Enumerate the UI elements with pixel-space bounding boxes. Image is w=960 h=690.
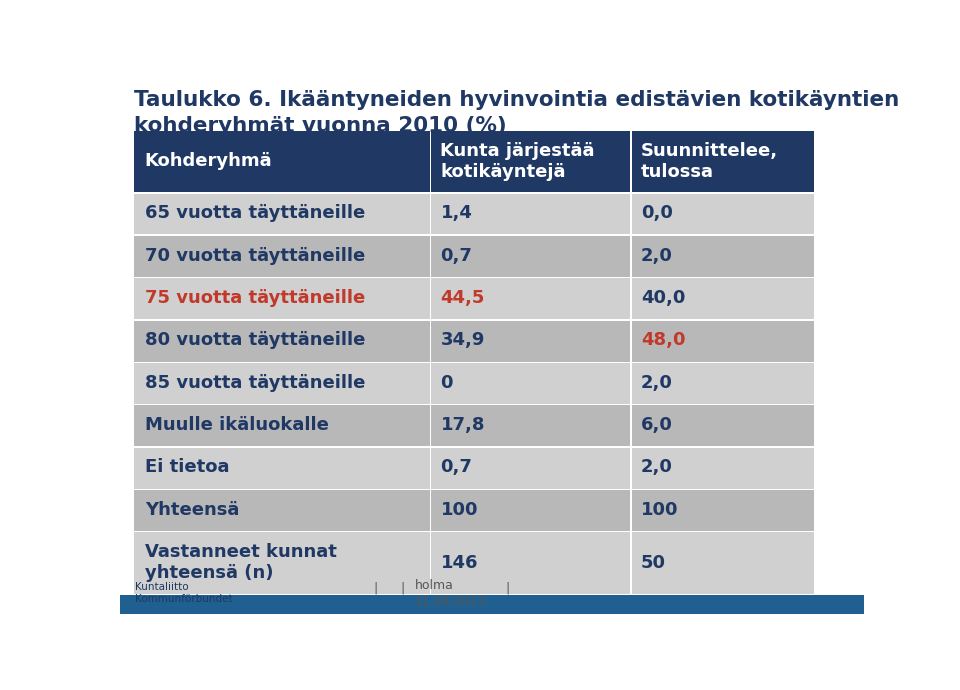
Text: 40,0: 40,0	[641, 289, 685, 307]
Bar	[630, 446, 814, 489]
Text: 6,0: 6,0	[641, 416, 673, 434]
Bar	[430, 319, 630, 362]
Bar	[630, 362, 814, 404]
Bar	[430, 130, 630, 192]
Text: 2,0: 2,0	[641, 458, 673, 476]
Bar	[134, 531, 430, 594]
Bar	[134, 235, 814, 236]
Bar	[134, 489, 430, 531]
Text: 0: 0	[441, 374, 453, 392]
Text: 146: 146	[441, 553, 478, 571]
Bar	[430, 192, 630, 235]
Bar	[630, 531, 814, 594]
Text: Kuntaliitto
Kommunförbundet: Kuntaliitto Kommunförbundet	[135, 582, 233, 604]
Text: 34,9: 34,9	[441, 331, 485, 349]
Text: Yhteensä: Yhteensä	[145, 501, 239, 519]
Bar	[134, 277, 430, 319]
Bar	[120, 595, 864, 614]
Bar	[134, 404, 430, 446]
Bar	[630, 192, 814, 235]
Bar	[134, 446, 814, 448]
Bar	[134, 362, 814, 363]
Bar	[630, 130, 814, 192]
Text: 50: 50	[641, 553, 666, 571]
Text: 2,0: 2,0	[641, 246, 673, 265]
Bar	[430, 362, 630, 404]
Text: holma
11.09.2013: holma 11.09.2013	[415, 580, 486, 609]
Text: Suunnittelee,
tulossa: Suunnittelee, tulossa	[641, 141, 779, 181]
Text: 44,5: 44,5	[441, 289, 485, 307]
Bar	[134, 192, 814, 194]
Text: Kunta järjestää
kotikäyntejä: Kunta järjestää kotikäyntejä	[441, 141, 595, 181]
Text: 65 vuotta täyttäneille: 65 vuotta täyttäneille	[145, 204, 365, 222]
Text: 17,8: 17,8	[441, 416, 485, 434]
Text: 85 vuotta täyttäneille: 85 vuotta täyttäneille	[145, 374, 365, 392]
Text: |: |	[373, 582, 378, 595]
Bar	[134, 489, 814, 490]
Bar	[134, 319, 814, 321]
Bar	[134, 130, 430, 192]
Text: 0,0: 0,0	[641, 204, 673, 222]
Text: Muulle ikäluokalle: Muulle ikäluokalle	[145, 416, 328, 434]
Text: 70 vuotta täyttäneille: 70 vuotta täyttäneille	[145, 246, 365, 265]
Text: 80 vuotta täyttäneille: 80 vuotta täyttäneille	[145, 331, 365, 349]
Bar	[134, 235, 430, 277]
Bar	[430, 446, 630, 489]
Text: 0,7: 0,7	[441, 246, 472, 265]
Text: 1,4: 1,4	[441, 204, 472, 222]
Text: 100: 100	[441, 501, 478, 519]
Text: 48,0: 48,0	[641, 331, 685, 349]
Bar	[630, 319, 814, 362]
Bar	[430, 235, 630, 277]
Bar	[630, 235, 814, 277]
Bar	[134, 531, 814, 533]
Text: 75 vuotta täyttäneille: 75 vuotta täyttäneille	[145, 289, 365, 307]
Text: 0,7: 0,7	[441, 458, 472, 476]
Bar	[134, 404, 814, 406]
Bar	[630, 404, 814, 446]
Bar	[430, 531, 630, 594]
Bar	[630, 277, 814, 319]
Text: Vastanneet kunnat
yhteensä (n): Vastanneet kunnat yhteensä (n)	[145, 543, 337, 582]
Bar	[134, 362, 430, 404]
Text: 2,0: 2,0	[641, 374, 673, 392]
Text: Kohderyhmä: Kohderyhmä	[145, 152, 273, 170]
Bar	[134, 446, 430, 489]
Text: |: |	[400, 582, 405, 595]
Bar	[630, 130, 632, 594]
Bar	[430, 489, 630, 531]
Bar	[134, 319, 430, 362]
Text: |: |	[505, 582, 510, 595]
Bar	[134, 277, 814, 278]
Bar	[134, 192, 430, 235]
Text: 100: 100	[641, 501, 679, 519]
Bar	[430, 277, 630, 319]
Text: Ei tietoa: Ei tietoa	[145, 458, 229, 476]
Bar	[430, 130, 431, 594]
Text: Taulukko 6. Ikääntyneiden hyvinvointia edistävien kotikäyntien
kohderyhmät vuonn: Taulukko 6. Ikääntyneiden hyvinvointia e…	[134, 90, 900, 136]
Bar	[630, 489, 814, 531]
Bar	[430, 404, 630, 446]
